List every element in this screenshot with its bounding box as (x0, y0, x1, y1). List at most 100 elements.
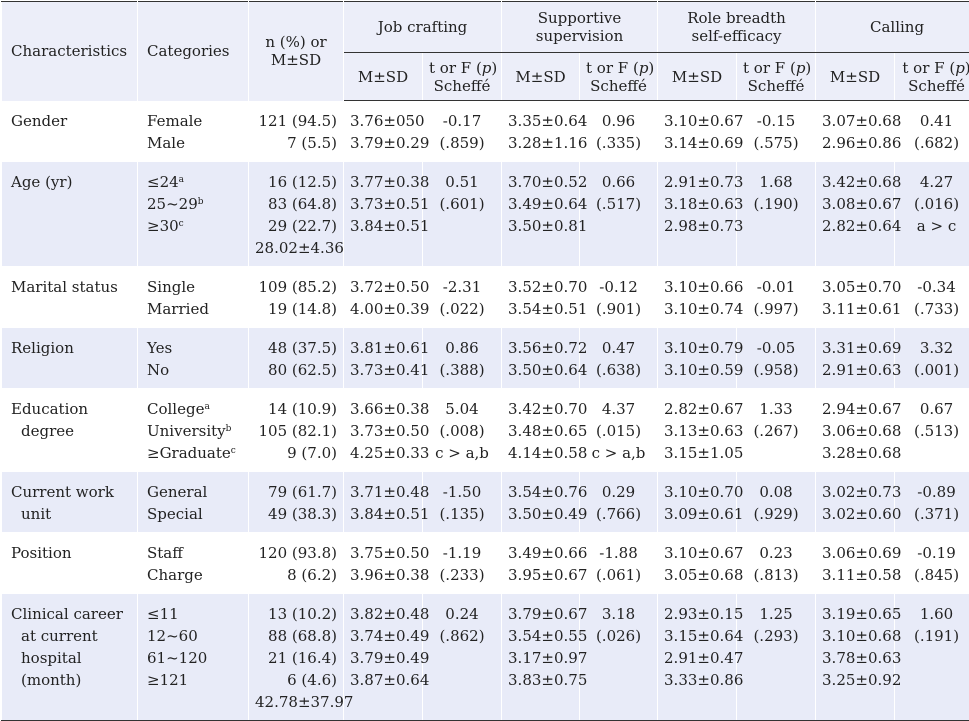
calling-test-cell: -0.34(.733) (895, 267, 969, 328)
supportive-supervision-test-cell: 0.96(.335) (580, 101, 658, 162)
job-crafting-test-cell: 0.86(.388) (423, 328, 502, 389)
job-crafting-test-cell: -1.19(.233) (423, 533, 502, 594)
role-breadth-test-cell: -0.05(.958) (737, 328, 816, 389)
header-job-crafting: Job crafting (344, 2, 502, 53)
calling-test-cell: 0.41(.682) (895, 101, 969, 162)
subheader-msd-role-breadth: M±SD (658, 53, 737, 101)
n-percent-cell: 13 (10.2)88 (68.8)21 (16.4)6 (4.6)42.78±… (249, 594, 344, 721)
role-breadth-test-cell: 0.23(.813) (737, 533, 816, 594)
supportive-supervision-test-cell: -0.12(.901) (580, 267, 658, 328)
header-supportive-supervision: Supportive supervision (502, 2, 658, 53)
subheader-test-supportive-supervision: t or F (p)Scheffé (580, 53, 658, 101)
supportive-supervision-test-cell: -1.88(.061) (580, 533, 658, 594)
calling-test-cell: 4.27(.016)a > c (895, 162, 969, 267)
role-breadth-test-cell: 1.68(.190) (737, 162, 816, 267)
n-percent-cell: 121 (94.5)7 (5.5) (249, 101, 344, 162)
n-percent-cell: 109 (85.2)19 (14.8) (249, 267, 344, 328)
subheader-test-calling: t or F (p)Scheffé (895, 53, 969, 101)
role-breadth-test-cell: -0.01(.997) (737, 267, 816, 328)
characteristic-cell: Religion (2, 328, 138, 389)
job-crafting-test-cell: -1.50(.135) (423, 472, 502, 533)
characteristic-cell: Age (yr) (2, 162, 138, 267)
calling-test-cell: 1.60(.191) (895, 594, 969, 721)
calling-test-cell: -0.19(.845) (895, 533, 969, 594)
supportive-supervision-test-cell: 4.37(.015)c > a,b (580, 389, 658, 472)
calling-test-cell: -0.89(.371) (895, 472, 969, 533)
header-categories: Categories (138, 2, 249, 101)
header-n: n (%) or M±SD (249, 2, 344, 101)
n-percent-cell: 48 (37.5)80 (62.5) (249, 328, 344, 389)
job-crafting-test-cell: 5.04(.008)c > a,b (423, 389, 502, 472)
characteristic-cell: Marital status (2, 267, 138, 328)
supportive-supervision-test-cell: 3.18(.026) (580, 594, 658, 721)
calling-test-cell: 3.32(.001) (895, 328, 969, 389)
n-percent-cell: 16 (12.5)83 (64.8)29 (22.7)28.02±4.36 (249, 162, 344, 267)
subheader-msd-job-crafting: M±SD (344, 53, 423, 101)
subheader-msd-calling: M±SD (816, 53, 895, 101)
role-breadth-test-cell: 0.08(.929) (737, 472, 816, 533)
subheader-msd-supportive-supervision: M±SD (502, 53, 580, 101)
subheader-test-job-crafting: t or F (p)Scheffé (423, 53, 502, 101)
header-role-breadth: Role breadth self-efficacy (658, 2, 816, 53)
header-calling: Calling (816, 2, 969, 53)
job-crafting-test-cell: 0.51(.601) (423, 162, 502, 267)
job-crafting-test-cell: -2.31(.022) (423, 267, 502, 328)
job-crafting-test-cell: 0.24(.862) (423, 594, 502, 721)
subheader-test-role-breadth: t or F (p)Scheffé (737, 53, 816, 101)
supportive-supervision-test-cell: 0.66(.517) (580, 162, 658, 267)
characteristic-cell: Position (2, 533, 138, 594)
header-characteristics: Characteristics (2, 2, 138, 101)
role-breadth-test-cell: 1.25(.293) (737, 594, 816, 721)
supportive-supervision-test-cell: 0.29(.766) (580, 472, 658, 533)
n-percent-cell: 79 (61.7)49 (38.3) (249, 472, 344, 533)
characteristic-cell: Gender (2, 101, 138, 162)
supportive-supervision-test-cell: 0.47(.638) (580, 328, 658, 389)
